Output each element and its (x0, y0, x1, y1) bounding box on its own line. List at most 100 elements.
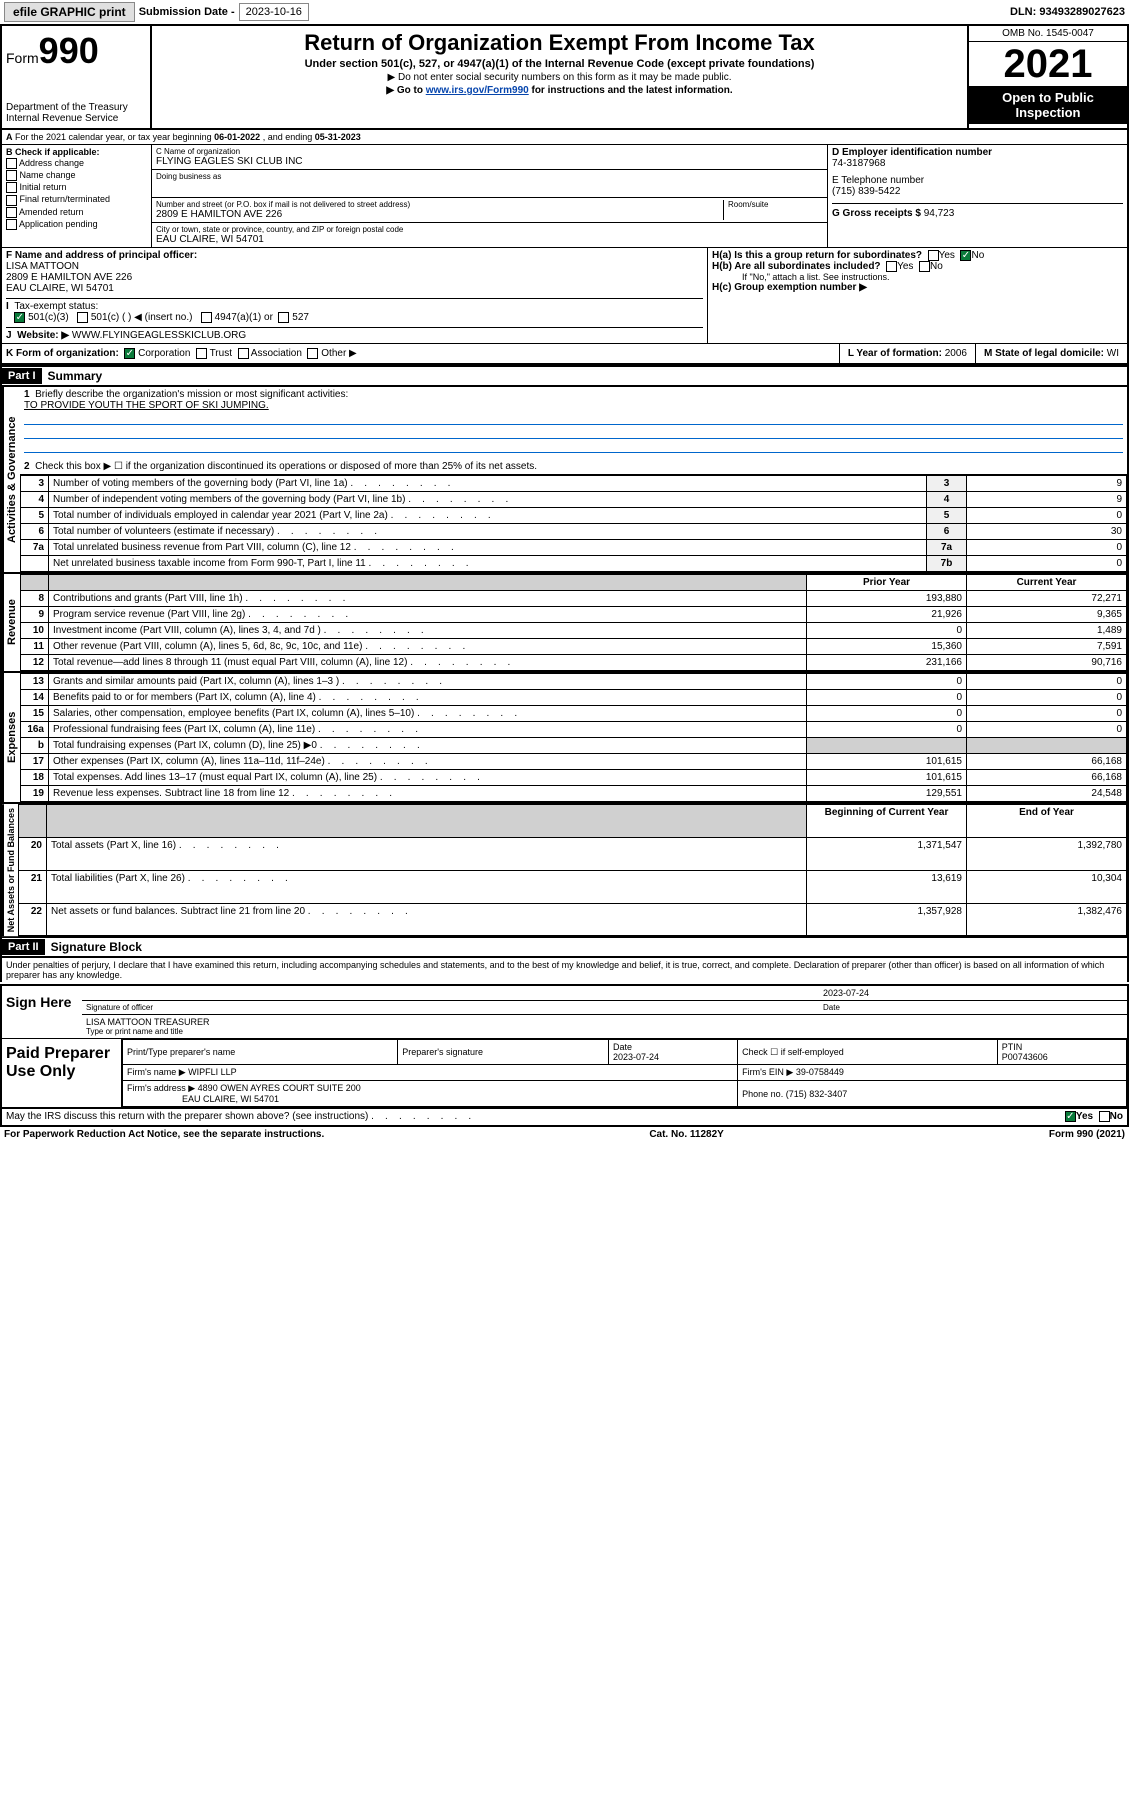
declaration: Under penalties of perjury, I declare th… (0, 958, 1129, 982)
chk-discuss-no[interactable] (1099, 1111, 1110, 1122)
chk-discuss-yes[interactable]: ✓ (1065, 1111, 1076, 1122)
table-row: 13 Grants and similar amounts paid (Part… (21, 674, 1127, 690)
chk-corp[interactable]: ✓ (124, 348, 135, 359)
tax-year-begin: 06-01-2022 (214, 132, 260, 142)
governance-table: 3 Number of voting members of the govern… (20, 475, 1127, 572)
header-middle: Return of Organization Exempt From Incom… (152, 26, 967, 128)
table-row: 12 Total revenue—add lines 8 through 11 … (21, 655, 1127, 671)
discuss-no: No (1110, 1112, 1123, 1123)
table-row: 9 Program service revenue (Part VIII, li… (21, 607, 1127, 623)
row-desc: Total fundraising expenses (Part IX, col… (49, 738, 807, 754)
chk-501c[interactable] (77, 312, 88, 323)
box-k-label: K Form of organization: (6, 348, 119, 359)
chk-other[interactable] (307, 348, 318, 359)
opt-501c3: 501(c)(3) (28, 312, 69, 323)
row-box: 7b (927, 556, 967, 572)
chk-hb-no[interactable] (919, 261, 930, 272)
gross-receipts-value: 94,723 (924, 208, 955, 219)
line-a-tax-year: A For the 2021 calendar year, or tax yea… (0, 130, 1129, 145)
irs-label: Internal Revenue Service (6, 113, 146, 124)
hb-label: H(b) Are all subordinates included? (712, 261, 881, 272)
line-a-pre: For the 2021 calendar year, or tax year … (15, 132, 214, 142)
row-prior: 101,615 (807, 754, 967, 770)
chk-name-change[interactable]: Name change (6, 170, 147, 181)
sig-officer-label: Signature of officer (86, 1003, 823, 1012)
chk-ha-yes[interactable] (928, 250, 939, 261)
chk-final-return[interactable]: Final return/terminated (6, 194, 147, 205)
dln-value: 93493289027623 (1039, 6, 1125, 18)
chk-trust[interactable] (196, 348, 207, 359)
opt-name-change: Name change (20, 170, 76, 180)
discuss-row: May the IRS discuss this return with the… (0, 1109, 1129, 1126)
omb-number: OMB No. 1545-0047 (969, 26, 1127, 42)
chk-ha-no[interactable]: ✓ (960, 250, 971, 261)
chk-amended-return[interactable]: Amended return (6, 207, 147, 218)
opt-application-pending: Application pending (19, 219, 98, 229)
preparer-title: Paid Preparer Use Only (2, 1039, 122, 1107)
mission-line3 (24, 439, 1123, 453)
opt-527: 527 (292, 312, 309, 323)
chk-initial-return[interactable]: Initial return (6, 182, 147, 193)
section-bcdeg: B Check if applicable: Address change Na… (0, 145, 1129, 248)
vert-expenses: Expenses (2, 673, 20, 802)
ha-no: No (971, 250, 984, 261)
chk-4947[interactable] (201, 312, 212, 323)
form-990-number: 990 (39, 30, 99, 71)
row-current: 0 (967, 674, 1127, 690)
dept-treasury: Department of the Treasury (6, 102, 146, 113)
row-num: 21 (19, 870, 47, 903)
sign-date-value: 2023-07-24 (823, 988, 1123, 998)
form-header: Form990 Department of the Treasury Inter… (0, 24, 1129, 130)
gov-section: Activities & Governance 1 Briefly descri… (0, 387, 1129, 574)
box-i: I Tax-exempt status: ✓ 501(c)(3) 501(c) … (6, 298, 703, 323)
row-desc: Program service revenue (Part VIII, line… (49, 607, 807, 623)
chk-assoc[interactable] (238, 348, 249, 359)
row-num: 19 (21, 786, 49, 802)
row-prior: 0 (807, 722, 967, 738)
tax-exempt-label: Tax-exempt status: (14, 301, 98, 312)
table-header-row: Prior Year Current Year (21, 575, 1127, 591)
row-current: 0 (967, 690, 1127, 706)
row-prior: 1,371,547 (807, 838, 967, 871)
preparer-block: Paid Preparer Use Only Print/Type prepar… (2, 1039, 1127, 1107)
row-num: b (21, 738, 49, 754)
row-num: 3 (21, 476, 49, 492)
row-current: 24,548 (967, 786, 1127, 802)
phone-label: E Telephone number (832, 175, 924, 186)
row-num: 11 (21, 639, 49, 655)
table-header-row: Beginning of Current Year End of Year (19, 805, 1127, 838)
hdr-blank2 (47, 805, 807, 838)
cat-no: Cat. No. 11282Y (649, 1129, 723, 1140)
chk-application-pending[interactable]: Application pending (6, 219, 147, 230)
row-current: 7,591 (967, 639, 1127, 655)
chk-501c3[interactable]: ✓ (14, 312, 25, 323)
row-prior: 1,357,928 (807, 903, 967, 936)
org-name-block: C Name of organization FLYING EAGLES SKI… (152, 145, 827, 170)
row-val: 0 (967, 556, 1127, 572)
box-l-label: L Year of formation: (848, 348, 942, 359)
city-value: EAU CLAIRE, WI 54701 (156, 234, 823, 245)
row-num (21, 556, 49, 572)
chk-hb-yes[interactable] (886, 261, 897, 272)
website-value: WWW.FLYINGEAGLESSKICLUB.ORG (72, 330, 246, 341)
row-num: 12 (21, 655, 49, 671)
chk-527[interactable] (278, 312, 289, 323)
box-m-val: WI (1107, 348, 1119, 359)
table-row: 11 Other revenue (Part VIII, column (A),… (21, 639, 1127, 655)
chk-address-change[interactable]: Address change (6, 158, 147, 169)
row-desc: Net unrelated business taxable income fr… (49, 556, 927, 572)
dln: DLN: 93493289027623 (1010, 6, 1125, 18)
efile-print-button[interactable]: efile GRAPHIC print (4, 2, 135, 22)
box-f: F Name and address of principal officer:… (2, 248, 707, 343)
irs-form990-link[interactable]: www.irs.gov/Form990 (426, 85, 529, 96)
row-desc: Total revenue—add lines 8 through 11 (mu… (49, 655, 807, 671)
mission-line1 (24, 411, 1123, 425)
row-desc: Grants and similar amounts paid (Part IX… (49, 674, 807, 690)
opt-4947: 4947(a)(1) or (215, 312, 273, 323)
q1-text: Briefly describe the organization's miss… (35, 389, 348, 400)
row-prior: 0 (807, 674, 967, 690)
table-row: 19 Revenue less expenses. Subtract line … (21, 786, 1127, 802)
prep-firm-row: Firm's name ▶ WIPFLI LLP Firm's EIN ▶ 39… (123, 1065, 1127, 1081)
row-val: 0 (967, 508, 1127, 524)
table-row: 20 Total assets (Part X, line 16) 1,371,… (19, 838, 1127, 871)
